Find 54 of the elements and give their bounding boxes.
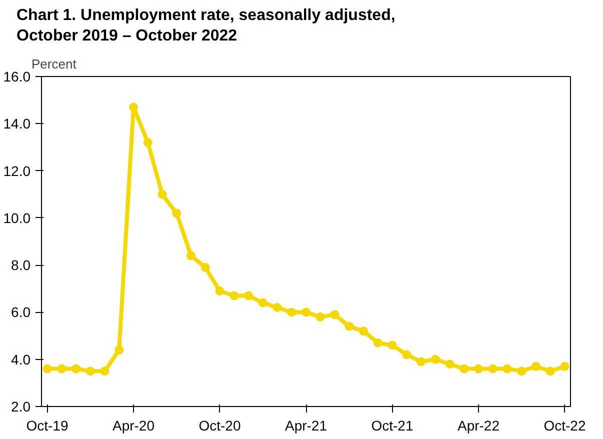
point [215,286,224,296]
point [258,298,268,308]
point [373,338,382,348]
point [560,362,570,371]
point [517,366,526,376]
point [100,366,110,376]
point [172,208,182,218]
point [158,190,167,199]
point [344,322,354,331]
point [488,364,498,374]
x-tick-label: Apr-20 [112,418,155,434]
x-tick-label: Oct-22 [544,418,586,434]
x-tick-label: Oct-19 [26,418,68,434]
y-tick-label: 14.0 [3,116,31,132]
point [272,303,282,312]
x-tick-label: Oct-21 [371,418,414,434]
point [546,366,555,376]
point [430,354,440,364]
point [302,308,310,317]
point [186,251,196,260]
point [330,310,340,320]
x-tick-label: Apr-21 [284,418,328,434]
point [316,312,325,322]
point [114,345,124,354]
x-tick-label: Apr-22 [457,418,500,434]
y-tick-label: 8.0 [11,257,31,274]
point [143,138,152,147]
point [532,362,540,371]
point [402,350,412,360]
point [502,364,512,374]
y-tick-label: 4.0 [11,351,31,368]
point [244,291,253,300]
y-tick-label: 10.0 [3,210,31,226]
y-tick-label: 2.0 [11,398,31,414]
chart-title: Chart 1. Unemployment rate, seasonally adjusted, October 2019 – October 2022 [16,7,396,44]
point [57,364,66,374]
point [230,291,239,300]
y-axis-title: Percent [32,56,77,72]
point [42,364,52,374]
point [416,357,426,366]
y-tick-label: 6.0 [11,304,31,320]
point [445,360,454,369]
point [129,102,138,112]
y-tick-label: 12.0 [3,162,31,179]
point [359,326,368,336]
point [72,364,80,374]
point [460,364,469,374]
point [200,262,210,272]
point [388,340,397,350]
point [287,308,296,317]
point [86,366,95,376]
point [474,364,483,374]
x-tick-label: Oct-20 [198,418,241,434]
y-tick-label: 16.0 [3,68,31,84]
